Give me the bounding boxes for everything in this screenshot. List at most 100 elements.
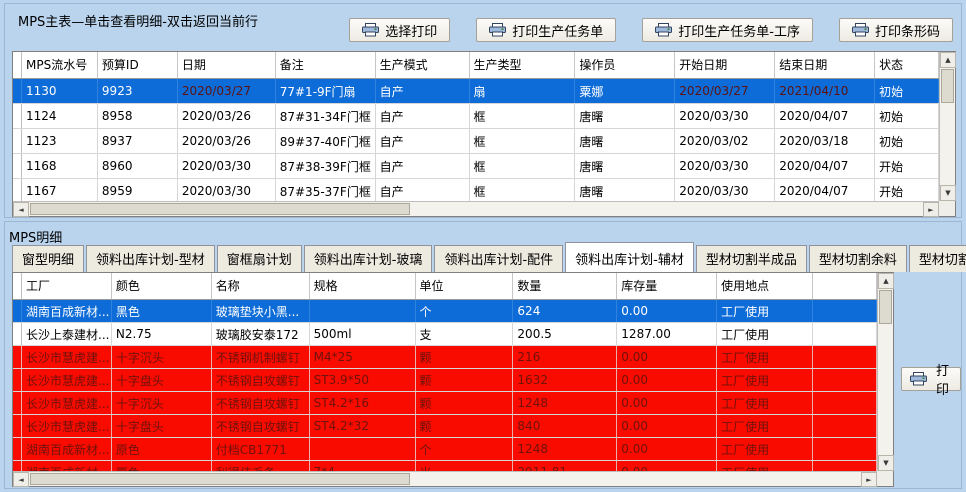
- table-cell: 0.00: [617, 415, 718, 437]
- mps-detail-table: 工厂 颜色 名称 规格 单位 数量 库存量 使用地点 湖南百成新材... 黑色 玻璃垫块小黑... 个…: [12, 272, 894, 487]
- table-cell: 唐曙: [575, 154, 676, 178]
- scroll-down-icon[interactable]: ▼: [878, 455, 894, 471]
- scroll-up-icon[interactable]: ▲: [878, 273, 894, 289]
- column-header[interactable]: 结束日期: [775, 52, 876, 78]
- print-button[interactable]: 打印: [901, 364, 961, 398]
- column-header[interactable]: 操作员: [575, 52, 676, 78]
- row-indicator: [13, 369, 22, 391]
- table-cell: 2020/04/07: [775, 179, 876, 201]
- table-cell: 唐曙: [575, 129, 676, 153]
- table-cell: 初始: [875, 79, 939, 103]
- detail-vertical-scrollbar[interactable]: ▲ ▼: [877, 273, 894, 471]
- column-header[interactable]: 单位: [416, 273, 514, 299]
- tab-6[interactable]: 领料出库计划-辅材: [565, 242, 694, 272]
- tab-4[interactable]: 领料出库计划-玻璃: [303, 245, 433, 272]
- column-header[interactable]: 预算ID: [98, 52, 178, 78]
- column-header[interactable]: 使用地点: [717, 273, 814, 299]
- table-row[interactable]: 长沙市慧虎建... 十字沉头 不锈钢机制螺钉 M4*25 颗 216 0.00 工厂使用: [13, 346, 877, 369]
- detail-panel-title: MPS明细: [9, 231, 63, 246]
- table-cell: [813, 461, 877, 471]
- row-indicator: [13, 129, 22, 153]
- table-cell: 500ml: [310, 323, 416, 345]
- table-cell: 8959: [98, 179, 178, 201]
- table-row[interactable]: 1168 8960 2020/03/30 87#38-39F门框 自产框唐曙 2020/0…: [13, 154, 939, 179]
- table-cell: 不锈钢自攻螺钉: [212, 369, 310, 391]
- table-cell: 2911.81: [513, 461, 618, 471]
- mps-main-table: MPS流水号 预算ID 日期 备注 生产模式 生产类型 操作员 开始日期 结束日期 状态 1130 9…: [12, 51, 956, 217]
- table-cell: 颗: [416, 369, 514, 391]
- tab-2[interactable]: 领料出库计划-型材: [86, 245, 215, 272]
- table-row[interactable]: 长沙市慧虎建... 十字沉头 不锈钢自攻螺钉 ST4.2*16 颗 1248 0.00 工厂使…: [13, 392, 877, 415]
- detail-horizontal-scrollbar[interactable]: ◄ ►: [13, 471, 877, 487]
- print-task-sheet-process-button[interactable]: 打印生产任务单-工序: [642, 18, 813, 42]
- main-vertical-scrollbar[interactable]: ▲ ▼: [939, 52, 956, 201]
- column-header[interactable]: MPS流水号: [22, 52, 98, 78]
- table-cell: 玻璃垫块小黑...: [212, 300, 310, 322]
- table-row[interactable]: 1130 9923 2020/03/27 77#1-9F门扇 自产扇粟娜 2020/03/…: [13, 79, 939, 104]
- table-cell: 2020/03/18: [775, 129, 876, 153]
- table-cell: 工厂使用: [717, 369, 814, 391]
- scroll-right-icon[interactable]: ►: [861, 472, 877, 487]
- table-cell: 长沙市慧虎建...: [22, 392, 112, 414]
- print-barcode-button[interactable]: 打印条形码: [838, 18, 953, 42]
- column-header[interactable]: 规格: [310, 273, 416, 299]
- column-header[interactable]: 状态: [875, 52, 939, 78]
- table-row[interactable]: 1123 8937 2020/03/26 89#37-40F门框 自产框唐曙 2020/0…: [13, 129, 939, 154]
- table-cell: 工厂使用: [717, 346, 814, 368]
- tab-3[interactable]: 窗框扇计划: [216, 245, 302, 272]
- tab-5[interactable]: 领料出库计划-配件: [434, 245, 564, 272]
- table-row[interactable]: 1124 8958 2020/03/26 87#31-34F门框 自产框唐曙 2020/0…: [13, 104, 939, 129]
- table-cell: 840: [513, 415, 618, 437]
- scrollbar-corner: [939, 201, 955, 216]
- column-header[interactable]: 数量: [513, 273, 618, 299]
- table-cell: [813, 323, 877, 345]
- table-cell: 湖南百成新材...: [22, 461, 112, 471]
- scroll-up-icon[interactable]: ▲: [940, 52, 956, 68]
- table-cell: 不锈钢自攻螺钉: [212, 392, 310, 414]
- horizontal-scroll-thumb[interactable]: [30, 473, 410, 485]
- column-header[interactable]: 生产类型: [470, 52, 576, 78]
- table-cell: ST3.9*50: [310, 369, 416, 391]
- table-row[interactable]: 长沙市慧虎建... 十字盘头 不锈钢自攻螺钉 ST4.2*32 颗 840 0.00 工厂使用: [13, 415, 877, 438]
- table-row[interactable]: 湖南百成新材... 原色 付档CB1771 个 1248 0.00 工厂使用: [13, 438, 877, 461]
- table-cell: 个: [416, 438, 514, 460]
- tab-9[interactable]: 型材切割废料: [908, 245, 966, 272]
- column-header[interactable]: 备注: [276, 52, 376, 78]
- tab-1[interactable]: 窗型明细: [12, 245, 85, 272]
- column-header[interactable]: 颜色: [112, 273, 212, 299]
- table-cell: 开始: [875, 154, 939, 178]
- main-horizontal-scrollbar[interactable]: ◄ ►: [13, 201, 939, 217]
- horizontal-scroll-thumb[interactable]: [30, 203, 410, 215]
- table-row[interactable]: 长沙上泰建材... N2.75 玻璃胶安泰172 500ml 支 200.5 1287.00…: [13, 323, 877, 346]
- print-task-sheet-button[interactable]: 打印生产任务单: [476, 18, 617, 42]
- select-print-button[interactable]: 选择打印: [349, 18, 451, 42]
- vertical-scroll-thumb[interactable]: [941, 69, 954, 103]
- column-header[interactable]: 名称: [212, 273, 310, 299]
- table-cell: 米: [416, 461, 514, 471]
- mps-detail-panel: MPS明细 窗型明细 领料出库计划-型材 窗框扇计划 领料出库计划-玻璃 领料出库计划-…: [4, 221, 966, 489]
- column-header[interactable]: 生产模式: [376, 52, 470, 78]
- table-cell: 2020/03/02: [675, 129, 776, 153]
- table-row[interactable]: 1167 8959 2020/03/30 87#35-37F门框 自产框唐曙 2020/0…: [13, 179, 939, 201]
- table-cell: 初始: [875, 129, 939, 153]
- column-header[interactable]: 日期: [178, 52, 276, 78]
- table-cell: 扇: [470, 79, 576, 103]
- tab-7[interactable]: 型材切割半成品: [695, 245, 807, 272]
- select-print-label: 选择打印: [385, 24, 438, 40]
- scroll-right-icon[interactable]: ►: [923, 202, 939, 217]
- scroll-left-icon[interactable]: ◄: [13, 472, 29, 487]
- column-header[interactable]: 工厂: [22, 273, 112, 299]
- scroll-down-icon[interactable]: ▼: [940, 185, 956, 201]
- detail-table-body: 工厂 颜色 名称 规格 单位 数量 库存量 使用地点 湖南百成新材... 黑色 玻璃垫块小黑... 个…: [13, 273, 877, 471]
- column-header[interactable]: 开始日期: [675, 52, 776, 78]
- table-row[interactable]: 湖南百成新材... 黑色 玻璃垫块小黑... 个 624 0.00 工厂使用: [13, 300, 877, 323]
- vertical-scroll-thumb[interactable]: [879, 290, 892, 324]
- table-cell: 工厂使用: [717, 300, 814, 322]
- row-indicator: [13, 438, 22, 460]
- tab-8[interactable]: 型材切割余料: [808, 245, 907, 272]
- table-row[interactable]: 长沙市慧虎建... 十字盘头 不锈钢自攻螺钉 ST3.9*50 颗 1632 0.00 工厂使…: [13, 369, 877, 392]
- column-header[interactable]: 库存量: [617, 273, 718, 299]
- column-header[interactable]: [813, 273, 877, 299]
- scroll-left-icon[interactable]: ◄: [13, 202, 29, 217]
